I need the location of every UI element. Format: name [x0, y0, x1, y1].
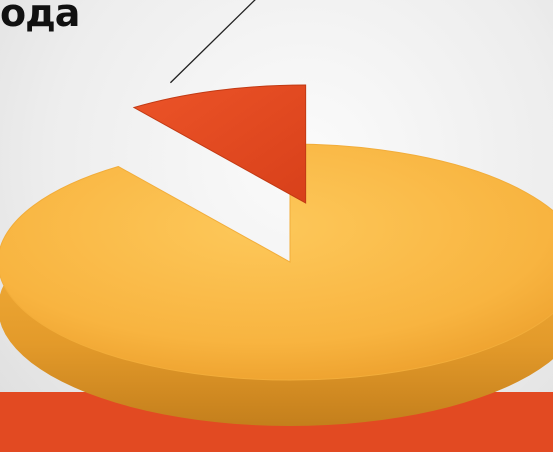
- slice-0-top: [0, 143, 553, 381]
- slice-0-side: [0, 221, 553, 426]
- slice-1-top: [132, 84, 307, 204]
- slide-title: ода: [0, 0, 80, 35]
- slice-1-leader-line: [169, 0, 256, 84]
